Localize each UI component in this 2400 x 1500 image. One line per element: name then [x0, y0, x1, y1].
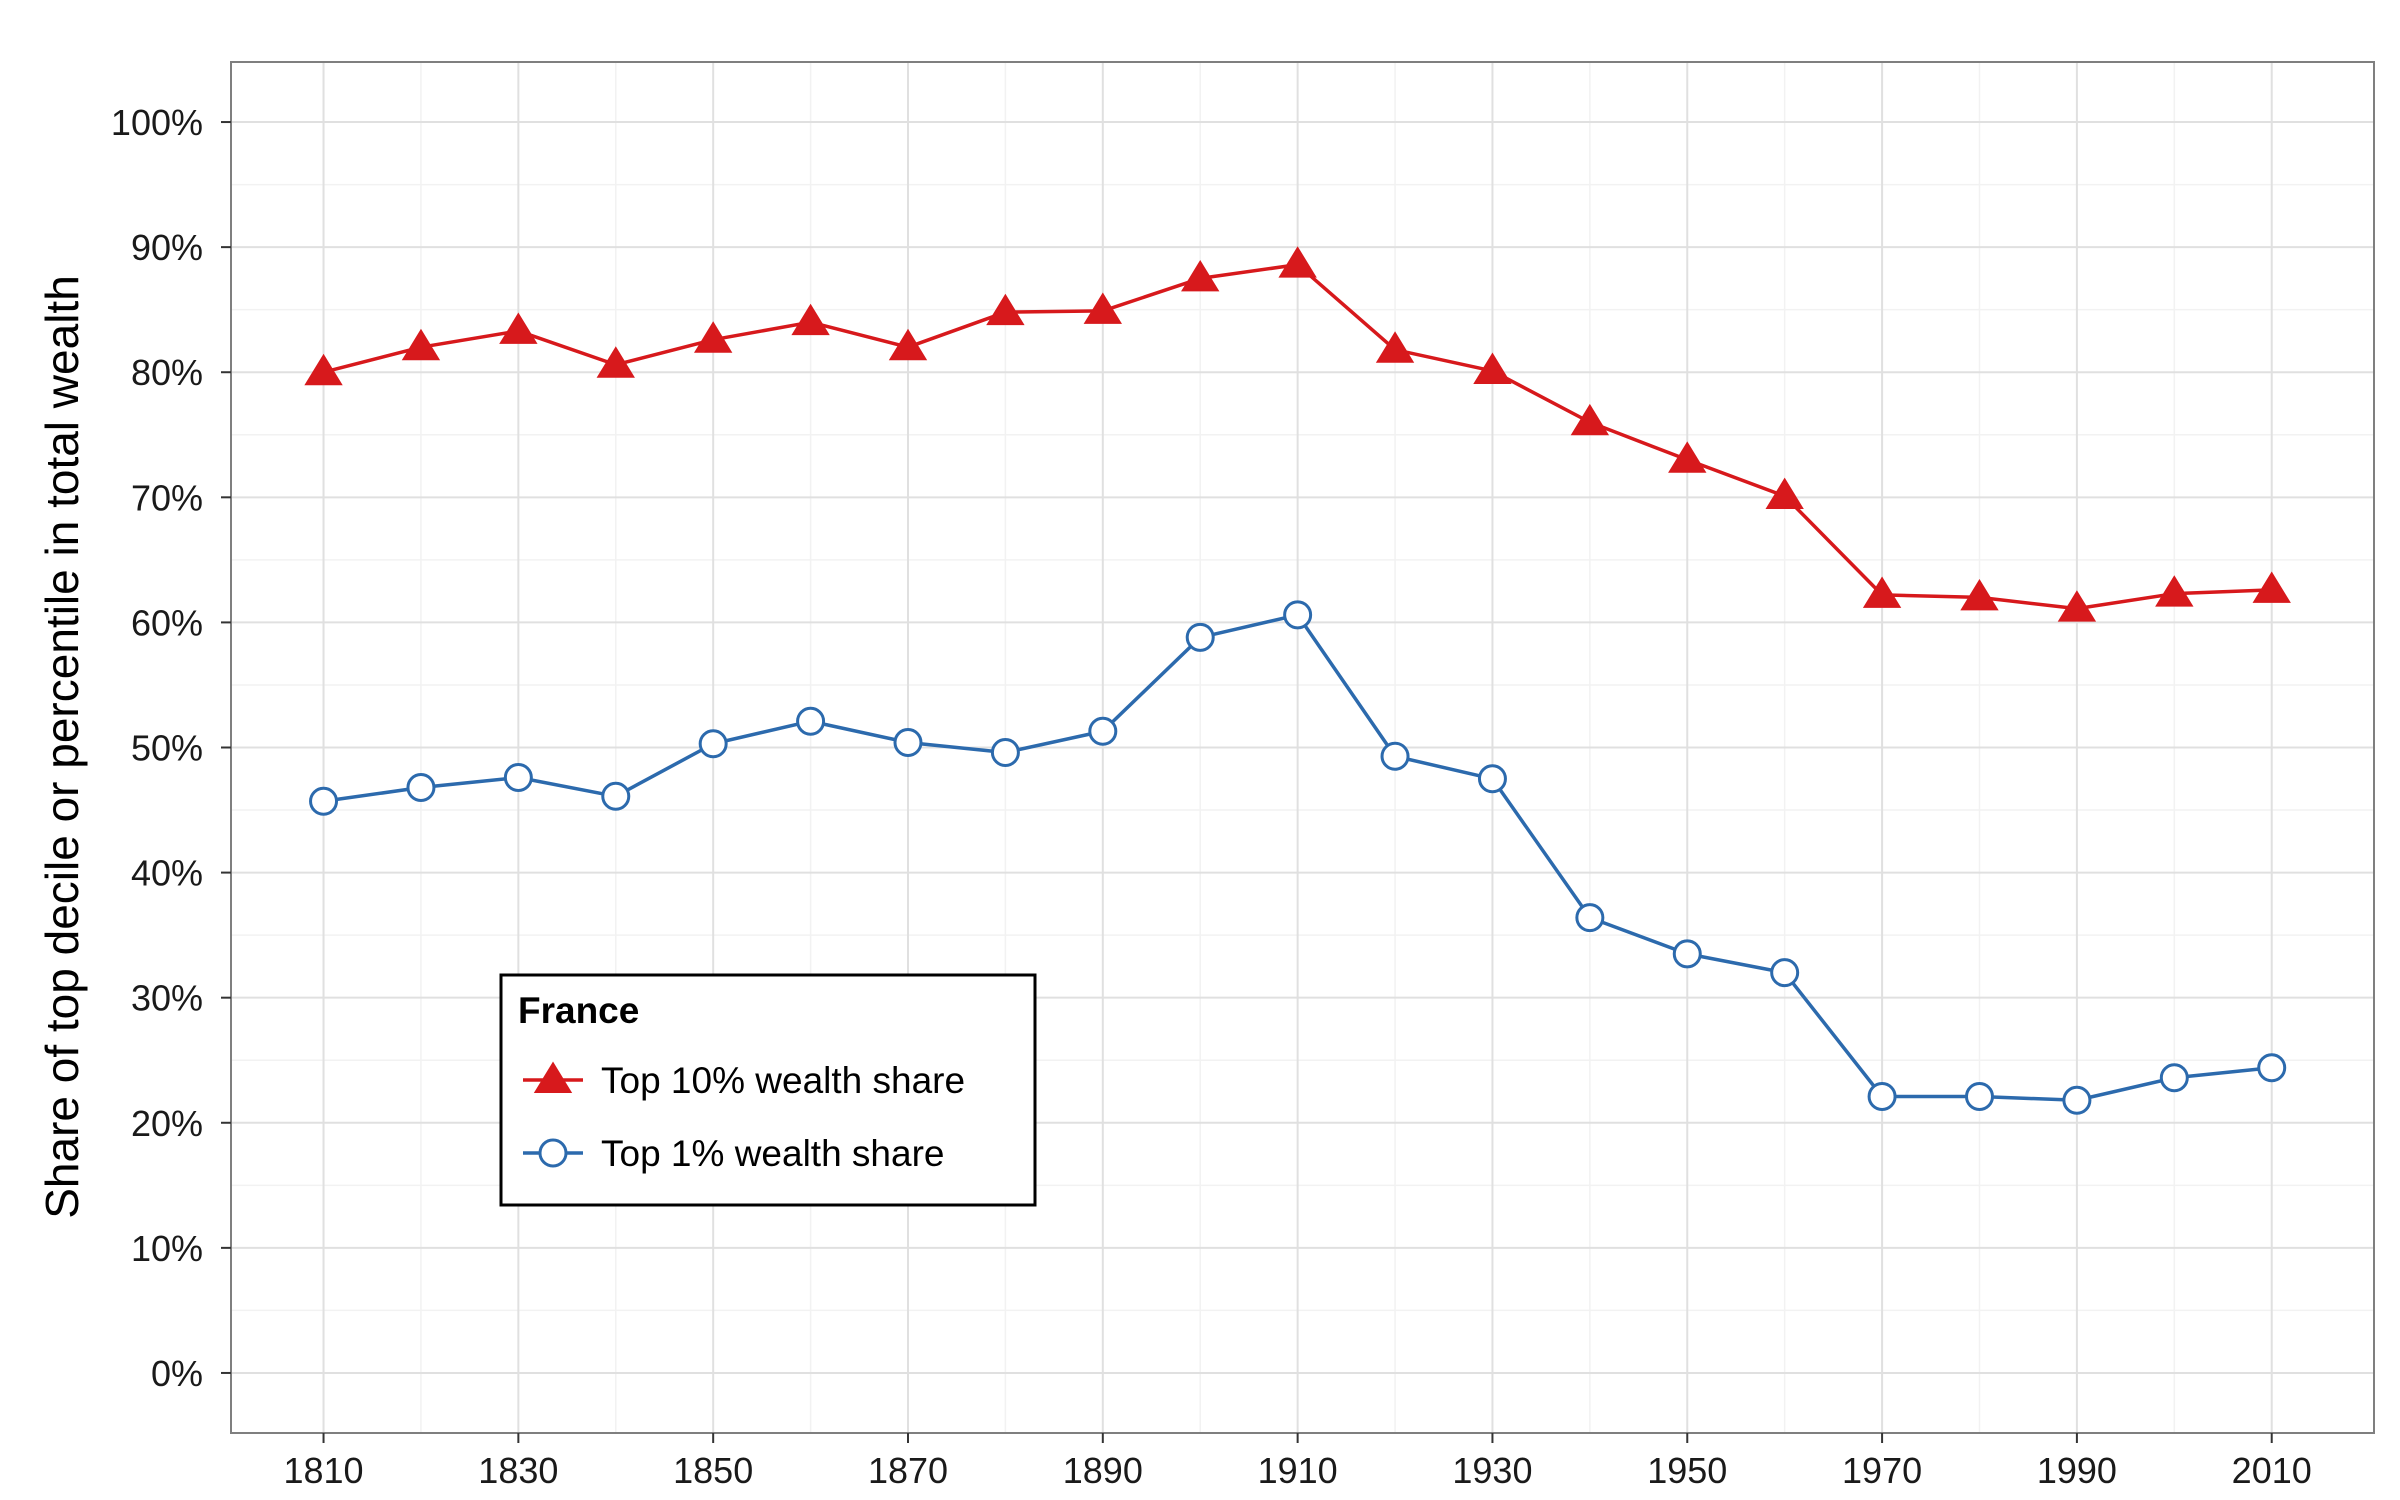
y-tick-label: 90% [131, 227, 203, 268]
x-tick-label: 1990 [2037, 1450, 2117, 1491]
x-tick-label: 1930 [1452, 1450, 1532, 1491]
data-point-top-1 [990, 738, 1020, 768]
y-tick-label: 80% [131, 352, 203, 393]
y-tick-label: 40% [131, 853, 203, 894]
y-tick-label: 60% [131, 602, 203, 643]
data-point-top-1 [1964, 1082, 1994, 1112]
data-point-top-10 [986, 293, 1025, 326]
series-top-10 [304, 246, 2291, 622]
y-tick-label: 0% [151, 1353, 203, 1394]
axis-ticks [221, 121, 2273, 1443]
data-point-top-10 [1668, 441, 1707, 473]
data-point-top-10 [304, 353, 343, 386]
x-tick-label: 1830 [478, 1450, 558, 1491]
y-tick-label: 20% [131, 1103, 203, 1144]
legend-key-top-1 [523, 1138, 583, 1168]
data-point-top-10 [693, 321, 733, 353]
data-point-top-10 [1473, 352, 1512, 384]
data-point-top-10 [1570, 403, 1610, 436]
y-tick-label: 70% [131, 477, 203, 518]
y-tick-label: 100% [111, 102, 203, 143]
data-point-top-10 [1960, 578, 1999, 611]
data-point-top-1 [1867, 1082, 1897, 1112]
data-point-top-10 [596, 346, 635, 378]
data-point-top-1 [503, 763, 533, 793]
data-point-top-1 [309, 786, 339, 816]
data-point-top-1 [1283, 600, 1313, 630]
x-tick-label: 1950 [1647, 1450, 1727, 1491]
legend-label-top-10: Top 10% wealth share [601, 1060, 965, 1101]
data-point-top-1 [1672, 939, 1702, 969]
legend-marker-top-1 [538, 1138, 568, 1168]
data-point-top-1 [2062, 1085, 2092, 1115]
data-point-top-10 [2057, 590, 2097, 622]
y-tick-label: 30% [131, 978, 203, 1019]
data-point-top-1 [893, 727, 923, 757]
data-point-top-1 [1477, 764, 1507, 794]
legend-title: France [518, 990, 639, 1031]
data-point-top-10 [401, 328, 441, 361]
legend-box [499, 973, 1037, 1207]
data-point-top-10 [1083, 292, 1122, 324]
x-tick-label: 1910 [1258, 1450, 1338, 1491]
data-point-top-1 [1380, 741, 1410, 771]
data-point-top-10 [2252, 571, 2291, 603]
data-point-top-10 [1181, 259, 1220, 292]
data-point-top-10 [888, 328, 928, 361]
x-tick-label: 1870 [868, 1450, 948, 1491]
data-point-top-1 [796, 706, 826, 736]
data-point-top-1 [1088, 716, 1118, 746]
y-tick-labels: 0% 10% 20% 30% 40% 50% 60% 70% 80% 90% 100% [111, 102, 203, 1394]
data-point-top-1 [2257, 1053, 2287, 1083]
x-tick-labels: 1810 1830 1850 1870 1890 1910 1930 1950 1970 1990… [283, 1450, 2311, 1491]
x-tick-label: 1890 [1063, 1450, 1143, 1491]
data-point-top-1 [406, 773, 436, 803]
data-point-top-10 [499, 312, 538, 344]
y-tick-label: 50% [131, 728, 203, 769]
y-axis-title: Share of top decile or percentile in tot… [36, 275, 88, 1219]
series-layer [304, 246, 2291, 1115]
series-top-1 [309, 600, 2287, 1115]
data-point-top-1 [1575, 903, 1605, 933]
x-tick-label: 1850 [673, 1450, 753, 1491]
data-point-top-1 [2159, 1063, 2189, 1093]
data-point-top-1 [1185, 622, 1215, 652]
x-tick-label: 2010 [2232, 1450, 2312, 1491]
data-point-top-1 [1770, 958, 1800, 988]
legend: France Top 10% wealth share Top 1% wealt… [499, 973, 1037, 1207]
legend-label-top-1: Top 1% wealth share [601, 1133, 944, 1174]
y-tick-label: 10% [131, 1228, 203, 1269]
x-tick-label: 1970 [1842, 1450, 1922, 1491]
data-point-top-10 [1862, 576, 1902, 608]
data-point-top-1 [698, 729, 728, 759]
x-tick-label: 1810 [283, 1450, 363, 1491]
data-point-top-10 [1375, 331, 1415, 363]
data-point-top-10 [1765, 477, 1804, 510]
data-point-top-10 [1278, 246, 1317, 278]
legend-key-top-10 [523, 1061, 583, 1093]
data-point-top-1 [601, 781, 631, 811]
data-point-top-10 [791, 303, 830, 336]
legend-marker-top-10 [533, 1061, 573, 1093]
data-point-top-10 [2155, 575, 2194, 607]
